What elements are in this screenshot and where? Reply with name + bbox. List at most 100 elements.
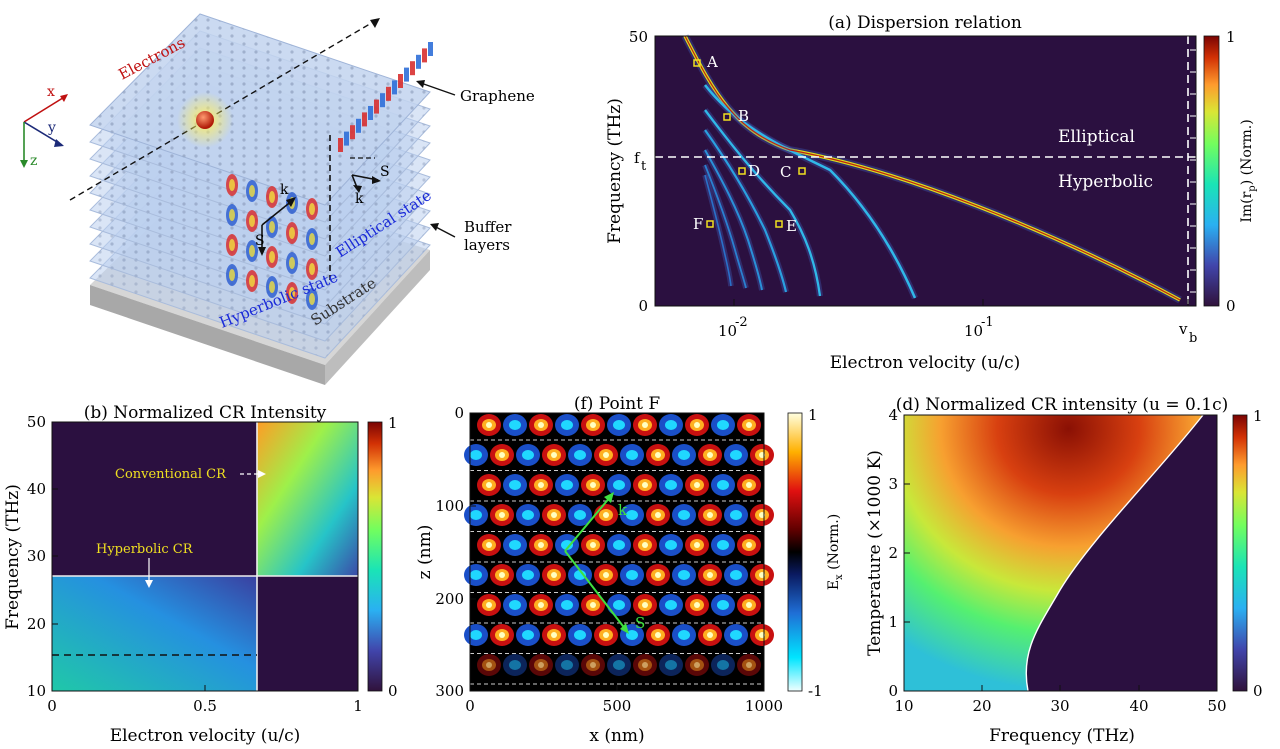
field-max-peak xyxy=(551,572,557,578)
xtick-label: 10 xyxy=(894,697,913,715)
field-max-peak xyxy=(694,662,700,668)
xtick-label: 500 xyxy=(603,697,632,715)
field-blob-core xyxy=(309,203,315,215)
ytick-label: 4 xyxy=(888,406,898,424)
field-max-peak xyxy=(655,512,661,518)
f-vector-k: k xyxy=(618,501,628,519)
f-cbar-label: Ex (Norm.) xyxy=(826,514,845,590)
b-colorbar xyxy=(367,421,383,692)
xtick-label: 0 xyxy=(47,697,57,715)
field-max-peak xyxy=(694,422,700,428)
f-xlabel: x (nm) xyxy=(589,726,644,746)
field-max-peak xyxy=(538,542,544,548)
field-max-peak xyxy=(655,632,661,638)
f-ylabel: z (nm) xyxy=(415,525,435,580)
a-cbar-label: Im(rp) (Norm.) xyxy=(1239,119,1258,222)
a-ytick-0: 0 xyxy=(638,297,648,315)
field-min-core xyxy=(470,570,482,580)
field-max-peak xyxy=(538,482,544,488)
a-point-marker xyxy=(723,113,731,121)
a-xtick-1e-1-exp: -1 xyxy=(981,315,994,330)
field-stripe xyxy=(356,118,361,133)
field-max xyxy=(633,654,657,676)
a-ft-sub: t xyxy=(641,159,647,174)
field-max-peak xyxy=(707,572,713,578)
a-xtick-vb-sub: b xyxy=(1189,331,1197,346)
field-min-core xyxy=(509,480,521,490)
field-max-peak xyxy=(655,452,661,458)
field-max-core xyxy=(534,659,548,671)
dispersion-curve xyxy=(704,174,732,287)
axis-x-label: x xyxy=(47,84,55,100)
ytick-label: 1 xyxy=(888,613,898,631)
field-max xyxy=(737,654,761,676)
s-vector-label-right: S xyxy=(380,164,390,180)
b-cbar-1: 1 xyxy=(388,414,398,432)
field-max-peak xyxy=(655,572,661,578)
field-max-peak xyxy=(499,452,505,458)
s-vector-label-front: S xyxy=(255,233,265,249)
field-max-peak xyxy=(694,482,700,488)
field-blob-core xyxy=(289,227,295,239)
axis-y-label: y xyxy=(47,120,56,136)
field-blob-core xyxy=(269,281,275,293)
field-max xyxy=(581,654,605,676)
field-blob-core xyxy=(249,245,255,257)
field-max-peak xyxy=(486,542,492,548)
field-max-peak xyxy=(707,452,713,458)
field-max-peak xyxy=(642,662,648,668)
a-xtick-1e-1-base: 10 xyxy=(964,322,983,340)
field-min xyxy=(659,654,683,676)
a-colorbar xyxy=(1203,35,1220,307)
field-blob-core xyxy=(289,287,295,299)
f-colorbar xyxy=(787,412,803,692)
field-max xyxy=(529,654,553,676)
a-cbar-1: 1 xyxy=(1226,28,1236,46)
field-stripe xyxy=(380,93,385,108)
b-annot-hyperbolic: Hyperbolic CR xyxy=(96,542,194,557)
field-min-core xyxy=(522,630,534,640)
xtick-label: 20 xyxy=(972,697,991,715)
field-max-peak xyxy=(746,662,752,668)
field-min-core xyxy=(717,660,729,670)
field-min-core xyxy=(574,450,586,460)
d-cbar-0: 0 xyxy=(1253,682,1263,700)
ytick-label: 50 xyxy=(27,413,46,431)
field-max-peak xyxy=(590,422,596,428)
field-min-core xyxy=(678,450,690,460)
panel-b-cr-intensity: (b) Normalized CR Intensity Conventional… xyxy=(3,403,398,746)
field-blob-core xyxy=(229,209,235,221)
field-max-peak xyxy=(590,602,596,608)
field-min-core xyxy=(509,540,521,550)
field-max-peak xyxy=(642,482,648,488)
panel-f-point-f: k S (f) Point F 0 100 200 300 0 500 1000 x (n… xyxy=(415,394,845,746)
panel-b-title: (b) Normalized CR Intensity xyxy=(84,403,327,423)
ytick-label: 30 xyxy=(27,547,46,565)
field-stripe xyxy=(428,42,433,56)
k-vector-label-right: k xyxy=(355,191,364,207)
field-max-core xyxy=(482,659,496,671)
field-min-core xyxy=(730,630,742,640)
ytick-label: 300 xyxy=(435,682,464,700)
field-max-peak xyxy=(551,512,557,518)
ytick-label: 3 xyxy=(888,475,898,493)
panel-d-cr-intensity-temperature: (d) Normalized CR intensity (u = 0.1c) 4… xyxy=(865,395,1263,746)
ytick-label: 100 xyxy=(435,497,464,515)
field-max-peak xyxy=(603,512,609,518)
dispersion-curve xyxy=(704,109,822,297)
field-min-core xyxy=(509,660,521,670)
field-min-core xyxy=(626,570,638,580)
field-max-peak xyxy=(551,632,557,638)
panel-a-title: (a) Dispersion relation xyxy=(828,13,1022,33)
field-max-core xyxy=(586,659,600,671)
field-stripe xyxy=(374,99,379,114)
field-min-core xyxy=(730,570,742,580)
field-blob-core xyxy=(249,275,255,287)
field-max-core xyxy=(638,659,652,671)
field-min-core xyxy=(665,660,677,670)
field-min xyxy=(555,654,579,676)
field-blob-core xyxy=(309,233,315,245)
b-ylabel: Frequency (THz) xyxy=(3,484,23,630)
panel-f-title: (f) Point F xyxy=(574,394,661,414)
field-max-peak xyxy=(603,572,609,578)
